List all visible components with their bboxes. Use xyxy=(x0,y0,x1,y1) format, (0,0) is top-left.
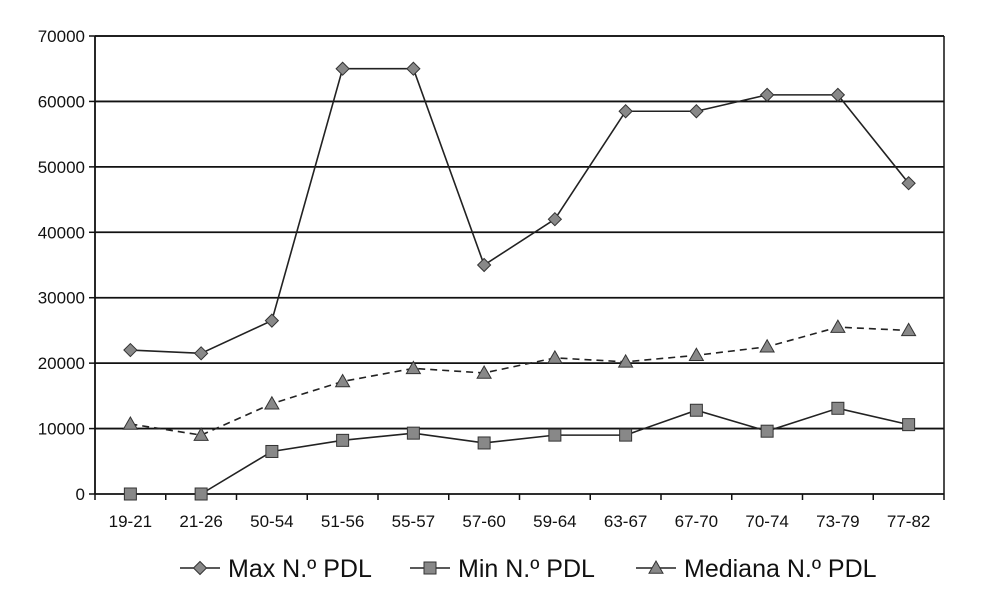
data-point-square xyxy=(619,428,633,442)
data-point-triangle xyxy=(334,373,351,388)
data-point-diamond xyxy=(689,104,704,119)
legend-label: Mediana N.º PDL xyxy=(684,555,877,583)
data-point-triangle xyxy=(122,415,139,430)
x-tick-label: 19-21 xyxy=(109,512,152,531)
y-tick-label: 40000 xyxy=(38,223,85,242)
data-point-triangle xyxy=(547,349,563,364)
y-tick-label: 50000 xyxy=(38,158,85,177)
data-point-triangle xyxy=(617,353,634,368)
legend-entry: Max N.º PDL xyxy=(180,555,372,583)
y-tick-label: 0 xyxy=(76,485,85,504)
x-tick-label: 57-60 xyxy=(462,512,505,531)
legend-entry: Min N.º PDL xyxy=(410,555,595,583)
data-point-diamond xyxy=(830,87,846,103)
data-point-diamond xyxy=(335,61,350,76)
x-tick-label: 59-64 xyxy=(533,512,576,531)
data-point-diamond xyxy=(193,346,209,361)
x-tick-label: 55-57 xyxy=(392,512,435,531)
legend: Max N.º PDL Min N.º PDL Mediana N.º PDL xyxy=(180,555,877,583)
data-point-triangle xyxy=(193,427,209,441)
series-line xyxy=(130,407,909,495)
data-point-triangle xyxy=(264,395,280,410)
data-point-square xyxy=(902,418,916,432)
y-tick-label: 20000 xyxy=(38,354,85,373)
axes: 0 10000 20000 30000 40000 50000 60000 70000 19-2… xyxy=(38,27,945,531)
data-point-triangle xyxy=(759,338,775,353)
data-point-square xyxy=(477,436,491,450)
x-tick-label: 67-70 xyxy=(675,512,718,531)
series-diamond xyxy=(123,61,916,361)
data-point-diamond xyxy=(547,211,563,227)
series-square xyxy=(123,401,916,501)
data-point-diamond xyxy=(264,313,280,328)
y-tick-label: 70000 xyxy=(38,27,85,46)
series-lines xyxy=(122,61,917,501)
data-point-square xyxy=(265,444,279,458)
legend-marker-triangle xyxy=(648,559,664,574)
data-point-diamond xyxy=(901,176,916,191)
series-triangle xyxy=(122,319,917,441)
data-point-square xyxy=(831,401,845,415)
y-tick-label: 30000 xyxy=(38,289,85,308)
y-tick-label: 60000 xyxy=(38,92,85,111)
data-point-square xyxy=(194,487,208,501)
data-point-square xyxy=(123,487,137,501)
series-line xyxy=(130,326,909,436)
data-point-square xyxy=(406,426,420,440)
y-tick-label: 10000 xyxy=(38,420,85,439)
x-tick-label: 51-56 xyxy=(321,512,364,531)
series-line xyxy=(130,67,910,355)
x-tick-label: 63-67 xyxy=(604,512,647,531)
data-point-diamond xyxy=(618,104,633,119)
data-point-triangle xyxy=(830,319,846,333)
data-point-diamond xyxy=(123,342,138,358)
legend-entry: Mediana N.º PDL xyxy=(636,555,877,583)
data-point-diamond xyxy=(759,87,775,103)
legend-marker-diamond xyxy=(192,560,208,576)
x-tick-label: 73-79 xyxy=(816,512,859,531)
legend-marker-square xyxy=(423,561,437,575)
data-point-square xyxy=(548,428,562,442)
legend-label: Max N.º PDL xyxy=(228,555,372,583)
data-point-triangle xyxy=(900,322,917,337)
gridlines xyxy=(95,35,945,494)
data-point-square xyxy=(336,433,350,447)
legend-label: Min N.º PDL xyxy=(458,555,595,583)
data-point-diamond xyxy=(476,257,492,273)
data-point-triangle xyxy=(405,360,422,375)
x-tick-label: 70-74 xyxy=(745,512,788,531)
data-point-square xyxy=(689,403,703,417)
data-point-square xyxy=(760,424,774,438)
x-tick-label: 21-26 xyxy=(179,512,222,531)
data-point-diamond xyxy=(406,61,421,76)
x-tick-label: 50-54 xyxy=(250,512,293,531)
data-point-triangle xyxy=(476,364,492,379)
data-point-triangle xyxy=(688,347,705,362)
x-tick-label: 77-82 xyxy=(887,512,930,531)
